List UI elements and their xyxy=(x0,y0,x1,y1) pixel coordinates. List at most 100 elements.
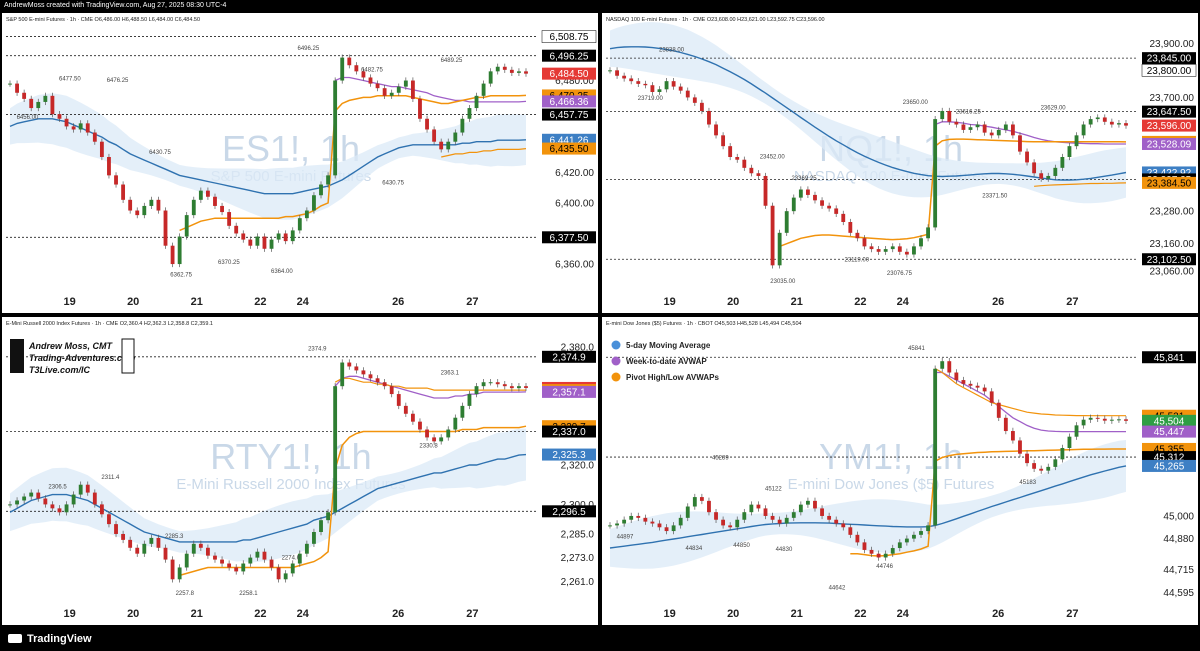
price-annotation: 6477.50 xyxy=(59,77,81,83)
candle-body xyxy=(897,246,902,252)
candle-body xyxy=(85,123,90,133)
candle-body xyxy=(432,129,437,142)
candle-body xyxy=(1074,135,1079,147)
candle-body xyxy=(841,213,846,222)
y-tick-label: 2,380.0 xyxy=(561,342,595,353)
candle-body xyxy=(947,361,952,373)
brand-line-1: Andrew Moss, CMT xyxy=(28,341,114,351)
candle-body xyxy=(848,222,853,233)
candle-body xyxy=(912,246,916,255)
candle-body xyxy=(481,83,486,96)
candle-body xyxy=(502,66,507,70)
legend-dot xyxy=(611,356,621,366)
candle-body xyxy=(85,484,90,493)
candle-body xyxy=(290,230,295,242)
price-label-box xyxy=(1142,414,1196,427)
chart-panel-es[interactable]: S&P 500 E-mini Futures · 1h · CME O6,486… xyxy=(2,13,598,313)
tradingview-logo[interactable]: TradingView xyxy=(8,631,92,647)
x-tick-label: 21 xyxy=(791,296,803,308)
y-tick-label: 44,595 xyxy=(1163,588,1194,599)
candle-body xyxy=(509,386,514,389)
candle-body xyxy=(636,81,641,84)
price-annotation: 44830 xyxy=(776,547,793,553)
chart-panel-rty[interactable]: E-Mini Russell 2000 Index Futures · 1h ·… xyxy=(2,317,598,625)
candle-body xyxy=(99,141,104,157)
candle-body xyxy=(71,126,76,130)
candle-body xyxy=(220,559,224,564)
series-pivot-avwap-2 xyxy=(441,148,527,158)
panel-header-text: E-mini Dow Jones ($5) Futures · 1h · CBO… xyxy=(606,321,802,327)
candle-body xyxy=(714,124,718,136)
price-annotation: 6496.25 xyxy=(298,46,320,52)
candle-body xyxy=(1003,124,1008,130)
candle-body xyxy=(1010,124,1015,136)
candle-body xyxy=(1053,167,1058,176)
candle-body xyxy=(439,141,444,150)
candle-body xyxy=(919,238,923,247)
candle-body xyxy=(248,239,253,246)
candle-body xyxy=(227,563,232,568)
candle-body xyxy=(333,80,338,176)
price-label-text: 2,337.0 xyxy=(552,427,586,438)
price-label-text: 6,377.50 xyxy=(550,233,589,244)
price-label-box xyxy=(1142,253,1196,266)
candle-body xyxy=(671,81,676,87)
candle-body xyxy=(191,543,196,554)
candle-body xyxy=(248,557,253,564)
candle-body xyxy=(897,542,902,549)
candle-body xyxy=(1032,463,1037,469)
candle-body xyxy=(71,494,76,505)
candle-body xyxy=(474,95,479,109)
x-tick-label: 22 xyxy=(854,608,866,620)
candle-body xyxy=(213,196,217,206)
price-label-text: 23,102.50 xyxy=(1147,255,1192,266)
candle-body xyxy=(685,90,690,98)
candle-body xyxy=(163,210,168,246)
price-label-box xyxy=(1142,119,1196,132)
price-label-text: 23,647.50 xyxy=(1147,107,1192,118)
candle-body xyxy=(177,236,182,265)
price-label-text: 6,508.75 xyxy=(550,32,589,43)
y-tick-label: 6,480.00 xyxy=(555,76,594,87)
candle-body xyxy=(170,245,175,265)
chart-panel-nq[interactable]: NASDAQ 100 E-mini Futures · 1h · CME O23… xyxy=(602,13,1198,313)
price-annotation: 6430.75 xyxy=(149,150,171,156)
candle-body xyxy=(509,69,514,73)
candle-body xyxy=(636,515,641,518)
candle-body xyxy=(326,175,330,185)
candle-body xyxy=(319,520,323,532)
candle-body xyxy=(36,492,41,499)
price-annotation: 23035.00 xyxy=(770,279,796,285)
ma-band xyxy=(610,440,1126,569)
price-annotation: 6430.75 xyxy=(382,181,404,187)
candle-body xyxy=(883,553,888,558)
candle-body xyxy=(820,508,824,516)
price-label-box xyxy=(542,385,596,398)
candle-body xyxy=(1039,173,1044,179)
candle-body xyxy=(8,504,12,506)
watermark-symbol: RTY1!, 1h xyxy=(210,436,371,477)
candle-body xyxy=(128,539,133,548)
candle-body xyxy=(22,92,27,99)
price-annotation: 2374.9 xyxy=(308,347,327,353)
candle-body xyxy=(1088,119,1093,125)
candle-body xyxy=(347,362,352,367)
candle-body xyxy=(121,533,126,540)
price-annotation: 2285.3 xyxy=(165,534,184,540)
candle-body xyxy=(198,190,203,200)
panel-header-text: E-Mini Russell 2000 Index Futures · 1h ·… xyxy=(6,321,213,327)
candle-body xyxy=(340,57,345,81)
candle-body xyxy=(629,515,634,520)
price-label-text: 45,312 xyxy=(1154,453,1185,464)
candle-body xyxy=(989,132,994,136)
candle-body xyxy=(418,98,422,119)
chart-svg: E-Mini Russell 2000 Index Futures · 1h ·… xyxy=(6,321,596,620)
y-tick-label: 6,400.00 xyxy=(555,198,594,209)
chart-panel-ym[interactable]: E-mini Dow Jones ($5) Futures · 1h · CBO… xyxy=(602,317,1198,625)
y-tick-label: 45,000 xyxy=(1163,511,1194,522)
candle-body xyxy=(64,504,69,513)
candle-body xyxy=(99,504,104,515)
candle-body xyxy=(43,95,48,102)
price-label-box xyxy=(542,231,596,244)
price-label-text: 45,841 xyxy=(1154,353,1185,364)
